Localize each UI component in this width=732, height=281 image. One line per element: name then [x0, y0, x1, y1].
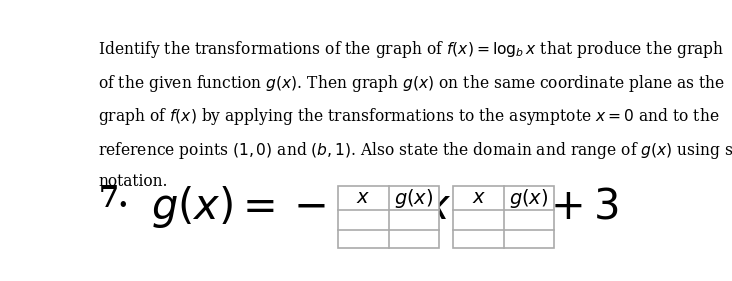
Text: $g(x)$: $g(x)$ — [509, 187, 549, 210]
Bar — [338, 186, 439, 248]
Text: reference points $(1, 0)$ and $(b, 1)$. Also state the domain and range of $g(x): reference points $(1, 0)$ and $(b, 1)$. … — [98, 140, 732, 161]
Text: graph of $f(x)$ by applying the transformations to the asymptote $x = 0$ and to : graph of $f(x)$ by applying the transfor… — [98, 106, 720, 127]
Text: $x$: $x$ — [356, 189, 370, 207]
Text: of the given function $g(x)$. Then graph $g(x)$ on the same coordinate plane as : of the given function $g(x)$. Then graph… — [98, 73, 725, 94]
Text: $x$: $x$ — [471, 189, 486, 207]
Text: 7.: 7. — [98, 184, 129, 213]
Text: $g(x) = -4\,\mathrm{ln}(x - 4) + 3$: $g(x) = -4\,\mathrm{ln}(x - 4) + 3$ — [151, 184, 619, 230]
Text: notation.: notation. — [98, 173, 168, 190]
Bar — [453, 186, 554, 248]
Text: Identify the transformations of the graph of $f(x) = \log_b x$ that produce the : Identify the transformations of the grap… — [98, 39, 725, 60]
Text: $g(x)$: $g(x)$ — [395, 187, 434, 210]
